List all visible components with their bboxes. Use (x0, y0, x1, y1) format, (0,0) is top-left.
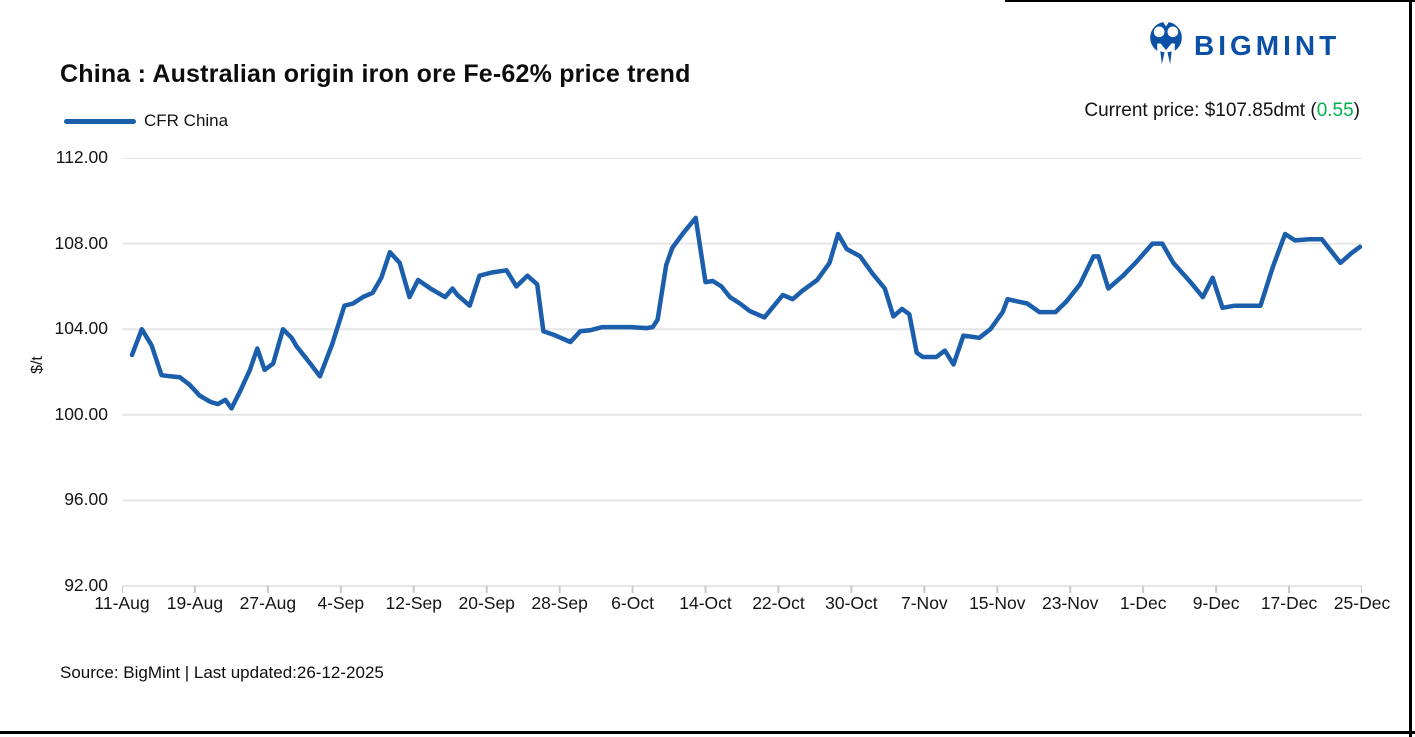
x-axis-tick-label: 27-Aug (239, 593, 297, 613)
y-axis-tick-label: 112.00 (55, 147, 108, 167)
y-axis-tick-label: 96.00 (64, 489, 108, 510)
price-trend-line (129, 215, 1362, 411)
source-caption: Source: BigMint | Last updated:26-12-202… (60, 663, 384, 682)
price-trend-plot (122, 158, 1362, 593)
x-axis-tick-label: 25-Dec (1333, 593, 1391, 613)
legend-line-marker (64, 118, 136, 124)
x-axis-tick-label: 6-Oct (611, 593, 654, 613)
x-axis-tick-label: 7-Nov (901, 593, 948, 613)
x-axis-tick-label: 17-Dec (1260, 593, 1318, 613)
window-bottom-border (0, 731, 1415, 734)
x-axis-tick-label: 22-Oct (752, 593, 805, 613)
x-axis-tick-label: 12-Sep (385, 593, 442, 613)
x-axis-tick-label: 9-Dec (1192, 593, 1240, 613)
x-axis-tick-label: 1-Dec (1119, 593, 1167, 613)
x-axis-tick-label: 15-Nov (969, 593, 1026, 613)
y-axis-tick-label: 104.00 (54, 318, 108, 339)
current-price: Current price: $107.85dmt (0.55) (860, 100, 1360, 122)
bigmint-logo-text: BIGMINT (1194, 30, 1341, 61)
x-axis-tick-label: 23-Nov (1042, 593, 1099, 613)
current-price-suffix: ) (1353, 100, 1360, 121)
x-axis-tick-label: 19-Aug (166, 593, 224, 613)
chart-title: China : Australian origin iron ore Fe-62… (60, 60, 691, 88)
legend-series-label: CFR China (144, 111, 229, 130)
x-axis-tick-label: 14-Oct (679, 593, 732, 613)
current-price-change: 0.55 (1316, 100, 1354, 121)
x-axis-tick-label: 11-Aug (94, 593, 150, 613)
current-price-text: Current price: $107.85dmt ( (1084, 100, 1317, 121)
y-axis-tick-label: 92.00 (64, 575, 108, 595)
bigmint-logo: BIGMINT (1146, 21, 1362, 71)
x-axis-tick-label: 30-Oct (825, 593, 878, 613)
bigmint-mascot-icon (1146, 21, 1186, 71)
y-axis-tick-label: 100.00 (54, 403, 108, 424)
legend: CFR China (64, 111, 228, 131)
x-axis-tick-label: 28-Sep (531, 593, 588, 613)
x-axis-tick-label: 4-Sep (317, 593, 365, 613)
y-axis-tick-label: 108.00 (54, 232, 108, 253)
y-axis-title: $/t (29, 356, 46, 374)
x-axis-tick-label: 20-Sep (458, 593, 515, 613)
window-top-border (1005, 0, 1415, 2)
window-right-border (1409, 0, 1412, 737)
